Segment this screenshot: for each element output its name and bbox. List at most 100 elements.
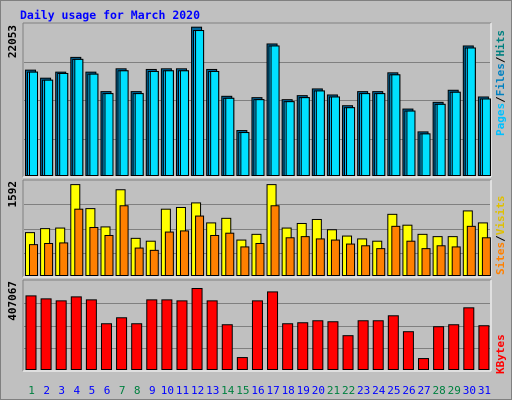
sites-bar-day-8 <box>134 247 144 277</box>
day-label-20: 20 <box>312 384 325 397</box>
kbytes-bar-day-29-rect <box>448 324 460 371</box>
pages-bar-day-6-rect <box>104 93 114 176</box>
kbytes-bar-day-20-rect <box>312 320 324 370</box>
pages-bar-day-19 <box>300 97 310 176</box>
kbytes-bar-day-28 <box>433 326 445 371</box>
kbytes-bar-day-23-rect <box>357 320 369 370</box>
sites-bar-day-24-rect <box>376 248 386 276</box>
pages-bar-day-15 <box>240 132 250 177</box>
kbytes-bar-day-11-rect <box>176 300 188 371</box>
day-label-18: 18 <box>282 384 295 397</box>
pages-bar-day-30 <box>466 47 476 176</box>
pages-bar-day-8 <box>134 93 144 176</box>
sites-bar-day-3 <box>59 242 69 276</box>
sites-bar-day-15-rect <box>240 246 250 277</box>
kbytes-bar-day-30 <box>463 307 475 370</box>
day-label-16: 16 <box>251 384 264 397</box>
day-label-14: 14 <box>221 384 235 397</box>
pages-bar-day-25-rect <box>391 74 401 176</box>
sites-bar-day-21-rect <box>330 239 340 276</box>
sites-bar-day-25-rect <box>391 225 401 276</box>
sites-bar-day-12 <box>195 215 205 276</box>
pages-bar-day-16-rect <box>255 99 265 176</box>
sites-bar-day-4 <box>74 208 84 276</box>
day-label-4: 4 <box>74 384 81 397</box>
day-label-8: 8 <box>134 384 141 397</box>
day-label-21: 21 <box>327 384 340 397</box>
sites-bar-day-4-rect <box>74 208 84 276</box>
kbytes-bar-day-7-rect <box>116 317 128 370</box>
legend-separator-2: / <box>494 56 507 63</box>
sites-bar-day-7-rect <box>119 205 129 277</box>
sites-bar-day-17 <box>270 205 280 277</box>
kbytes-bar-day-16 <box>251 300 263 371</box>
pages-bar-day-26-rect <box>406 110 416 176</box>
pages-bar-day-27-rect <box>421 133 431 176</box>
pages-bar-day-8-rect <box>134 93 144 176</box>
pages-bar-day-20 <box>315 90 325 176</box>
sites-bar-day-5-rect <box>89 226 99 276</box>
pages-bar-day-5-rect <box>89 73 99 176</box>
pages-bar-day-12 <box>195 30 205 176</box>
day-label-7: 7 <box>119 384 126 397</box>
pages-bar-day-4 <box>74 58 84 176</box>
kbytes-bar-day-29 <box>448 324 460 371</box>
pages-bar-day-4-rect <box>74 58 84 176</box>
kbytes-bar-day-3 <box>55 300 67 371</box>
pages-bar-day-21-rect <box>330 96 340 176</box>
kbytes-bar-day-31 <box>478 325 490 370</box>
kbytes-bar-day-9-rect <box>146 299 158 370</box>
sites-bar-day-18 <box>285 237 295 276</box>
sites-bar-day-2 <box>44 242 54 276</box>
pages-bar-day-10 <box>164 70 174 176</box>
pages-bar-day-2-rect <box>44 79 54 176</box>
kbytes-bar-day-31-rect <box>478 325 490 370</box>
day-label-2: 2 <box>43 384 50 397</box>
kbytes-bar-day-21-rect <box>327 321 339 371</box>
pages-bar-day-28-rect <box>436 103 446 176</box>
kbytes-bar-day-30-rect <box>463 307 475 370</box>
sites-bar-day-6-rect <box>104 234 114 277</box>
pages-bar-day-3 <box>59 72 69 176</box>
sites-bar-day-10-rect <box>164 231 174 276</box>
pages-bar-day-29-rect <box>451 91 461 176</box>
pages-bar-day-16 <box>255 99 265 176</box>
kbytes-bar-day-4 <box>70 296 82 370</box>
sites-bar-day-1 <box>29 244 38 276</box>
pages-bar-day-10-rect <box>164 70 174 176</box>
kbytes-bar-day-2 <box>40 298 52 371</box>
pages-bar-day-9-rect <box>149 70 159 176</box>
day-label-17: 17 <box>266 384 279 397</box>
day-label-23: 23 <box>357 384 370 397</box>
kbytes-bar-day-24 <box>372 320 384 370</box>
kbytes-bar-day-23 <box>357 320 369 370</box>
sites-bar-day-18-rect <box>285 237 295 276</box>
pages-bar-day-18 <box>285 101 295 176</box>
sites-bar-day-21 <box>330 239 340 276</box>
pages-bar-day-20-rect <box>315 90 325 176</box>
kbytes-bar-day-10 <box>161 299 173 370</box>
pages-bar-day-13-rect <box>210 70 220 176</box>
legend-kbytes: KBytes <box>494 334 507 374</box>
legend-files: Files <box>494 63 507 96</box>
kbytes-bar-day-18 <box>282 323 294 371</box>
sites-bar-day-31-rect <box>481 237 491 276</box>
pages-bar-day-5 <box>89 73 99 176</box>
pages-bar-day-3-rect <box>59 72 69 176</box>
day-label-15: 15 <box>236 384 249 397</box>
sites-bar-day-23 <box>361 245 371 276</box>
sites-bar-day-29 <box>451 246 461 277</box>
legend-hits: Hits <box>494 30 507 57</box>
pages-bar-day-13 <box>210 70 220 176</box>
sites-bar-day-15 <box>240 246 250 277</box>
sites-bar-day-1-rect <box>29 244 38 276</box>
sites-bar-day-14 <box>225 232 235 276</box>
day-label-29: 29 <box>448 384 461 397</box>
sites-bar-day-6 <box>104 234 114 277</box>
kbytes-bar-day-17-rect <box>267 291 279 370</box>
day-label-28: 28 <box>433 384 446 397</box>
sites-bar-day-29-rect <box>451 246 461 277</box>
day-label-10: 10 <box>161 384 174 397</box>
legend-separator-3: / <box>494 235 507 242</box>
